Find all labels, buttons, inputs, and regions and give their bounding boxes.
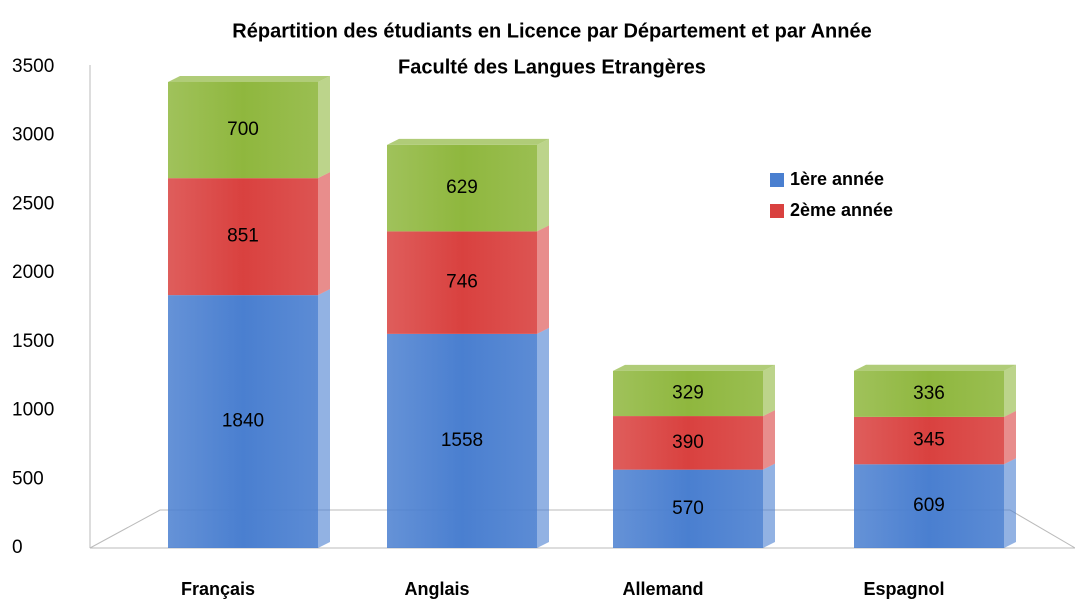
bar-segment xyxy=(854,416,1004,465)
bar-segment xyxy=(168,81,318,179)
data-label: 700 xyxy=(227,119,259,140)
data-label: 1840 xyxy=(222,411,264,432)
bar-segment xyxy=(613,469,763,548)
bar-side xyxy=(1004,364,1016,417)
y-tick-label: 3500 xyxy=(12,56,54,77)
bar-segment xyxy=(387,144,537,232)
data-label: 746 xyxy=(446,272,478,293)
data-label: 851 xyxy=(227,226,259,247)
bar-side xyxy=(537,225,549,334)
bar-segment xyxy=(854,370,1004,417)
legend-swatch xyxy=(770,173,784,187)
y-tick-label: 1500 xyxy=(12,331,54,352)
legend-swatch xyxy=(770,204,784,218)
x-tick-label: Anglais xyxy=(404,579,469,599)
legend-label: 2ème année xyxy=(790,200,893,220)
bar-top xyxy=(387,138,549,145)
data-label: 336 xyxy=(913,383,945,404)
legend-label: 1ère année xyxy=(790,169,884,189)
bar-segment xyxy=(854,464,1004,548)
y-tick-label: 0 xyxy=(12,537,23,558)
chart-title: Répartition des étudiants en Licence par… xyxy=(232,20,871,42)
bar-top xyxy=(613,364,775,371)
bar-side xyxy=(1004,410,1016,465)
y-tick-label: 2500 xyxy=(12,193,54,214)
bar-top xyxy=(854,364,1016,371)
bar-segment xyxy=(168,295,318,548)
bar-side xyxy=(537,327,549,548)
bar-side xyxy=(537,138,549,232)
data-label: 329 xyxy=(672,382,704,403)
bar-segment xyxy=(387,231,537,334)
data-label: 570 xyxy=(672,498,704,519)
bar-side xyxy=(763,364,775,417)
y-tick-label: 1000 xyxy=(12,400,54,421)
bar-segment xyxy=(613,370,763,417)
data-label: 345 xyxy=(913,430,945,451)
bar-side xyxy=(318,172,330,296)
x-tick-label: Allemand xyxy=(622,579,703,599)
y-tick-label: 2000 xyxy=(12,262,54,283)
bar-side xyxy=(318,75,330,179)
chart-subtitle: Faculté des Langues Etrangères xyxy=(398,56,706,78)
bar-side xyxy=(318,289,330,548)
bar-segment xyxy=(168,178,318,296)
y-tick-label: 500 xyxy=(12,468,44,489)
bar-segment xyxy=(387,333,537,548)
data-label: 609 xyxy=(913,495,945,516)
bar-segment xyxy=(613,416,763,470)
data-label: 390 xyxy=(672,432,704,453)
bar-side xyxy=(763,410,775,470)
bar-side xyxy=(763,463,775,548)
y-tick-label: 3000 xyxy=(12,125,54,146)
bar-side xyxy=(1004,458,1016,548)
x-tick-label: Espagnol xyxy=(863,579,944,599)
data-label: 629 xyxy=(446,177,478,198)
data-label: 1558 xyxy=(441,430,483,451)
bar-top xyxy=(168,75,330,82)
x-tick-label: Français xyxy=(181,579,255,599)
